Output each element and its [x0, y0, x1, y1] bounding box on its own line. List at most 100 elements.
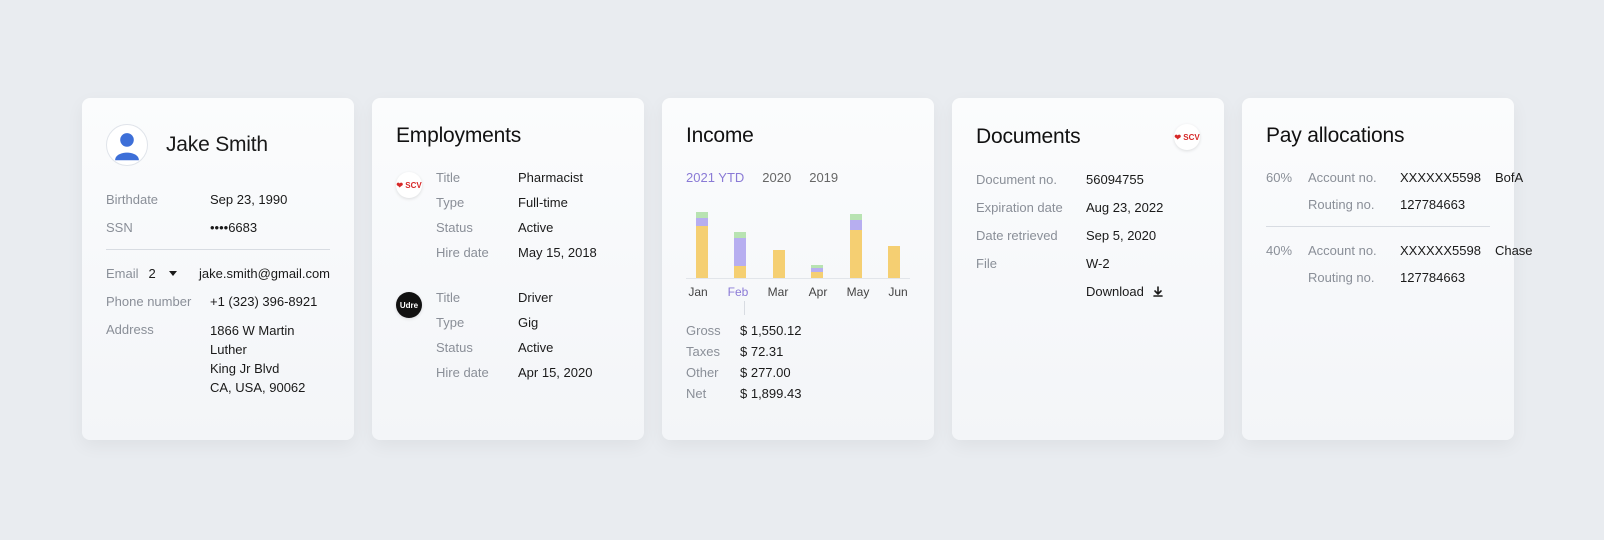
emp-status-value: Active	[518, 220, 553, 235]
chart-segment	[888, 246, 900, 278]
alloc-pct: 60%	[1266, 170, 1300, 185]
emp-title-value: Driver	[518, 290, 553, 305]
allocations-title: Pay allocations	[1266, 124, 1490, 148]
file-label: File	[976, 256, 1086, 271]
income-title: Income	[686, 124, 910, 148]
chart-segment	[734, 266, 746, 278]
address-value: 1866 W Martin Luther King Jr Blvd CA, US…	[210, 322, 330, 397]
income-card: Income 2021 YTD20202019 JanFebMarAprMayJ…	[662, 98, 934, 440]
address-line2: King Jr Blvd	[210, 361, 279, 376]
chart-segment	[811, 272, 823, 278]
chart-segment	[696, 218, 708, 226]
alloc-pct: 40%	[1266, 243, 1300, 258]
person-icon	[110, 128, 144, 162]
month-label[interactable]: Mar	[766, 285, 790, 299]
download-link[interactable]: Download	[1086, 284, 1164, 299]
expiration-label: Expiration date	[976, 200, 1086, 215]
docno-value: 56094755	[1086, 172, 1144, 187]
other-value: $ 277.00	[740, 365, 791, 380]
chart-segment	[696, 226, 708, 278]
year-tab[interactable]: 2019	[809, 170, 838, 185]
documents-card: Documents ❤ SCV Document no.56094755 Exp…	[952, 98, 1224, 440]
address-line3: CA, USA, 90062	[210, 380, 305, 395]
documents-title: Documents	[976, 125, 1080, 149]
taxes-value: $ 72.31	[740, 344, 783, 359]
month-label[interactable]: May	[846, 285, 870, 299]
other-label: Other	[686, 365, 740, 380]
chart-segment	[773, 250, 785, 278]
gross-value: $ 1,550.12	[740, 323, 801, 338]
month-label[interactable]: Jun	[886, 285, 910, 299]
download-label: Download	[1086, 284, 1144, 299]
birthdate-label: Birthdate	[106, 192, 210, 207]
retrieved-label: Date retrieved	[976, 228, 1086, 243]
taxes-label: Taxes	[686, 344, 740, 359]
email-value: jake.smith@gmail.com	[199, 266, 330, 281]
alloc-account-value: XXXXXX5598	[1400, 170, 1481, 185]
chart-bar[interactable]	[690, 212, 714, 278]
allocation-item: 60%Account no.XXXXXX5598BofARouting no.1…	[1266, 170, 1490, 212]
address-label: Address	[106, 322, 210, 337]
alloc-routing-label: Routing no.	[1308, 197, 1392, 212]
emp-hire-label: Hire date	[436, 365, 518, 380]
email-label[interactable]: Email 2	[106, 266, 177, 281]
employer-logo: Udre	[396, 292, 422, 318]
alloc-routing-value: 127784663	[1400, 197, 1465, 212]
emp-title-label: Title	[436, 170, 518, 185]
employer-logo: ❤ SCV	[396, 172, 422, 198]
email-label-text: Email	[106, 266, 139, 281]
expiration-value: Aug 23, 2022	[1086, 200, 1163, 215]
phone-label: Phone number	[106, 294, 210, 309]
net-label: Net	[686, 386, 740, 401]
year-tab[interactable]: 2020	[762, 170, 791, 185]
address-line1: 1866 W Martin Luther	[210, 323, 295, 357]
allocation-item: 40%Account no.XXXXXX5598ChaseRouting no.…	[1266, 243, 1490, 285]
month-label[interactable]: Jan	[686, 285, 710, 299]
emp-status-value: Active	[518, 340, 553, 355]
alloc-routing-value: 127784663	[1400, 270, 1465, 285]
income-chart	[686, 201, 910, 279]
ssn-value: ••••6683	[210, 220, 257, 235]
ssn-label: SSN	[106, 220, 210, 235]
alloc-account-label: Account no.	[1308, 243, 1392, 258]
net-value: $ 1,899.43	[740, 386, 801, 401]
year-tab[interactable]: 2021 YTD	[686, 170, 744, 185]
chart-segment	[850, 230, 862, 278]
emp-status-label: Status	[436, 220, 518, 235]
emp-title-label: Title	[436, 290, 518, 305]
year-tabs: 2021 YTD 2020 2019	[686, 170, 910, 185]
emp-title-value: Pharmacist	[518, 170, 583, 185]
alloc-bank: BofA	[1495, 170, 1523, 185]
alloc-account-value: XXXXXX5598	[1400, 243, 1481, 258]
chart-bar[interactable]	[728, 232, 752, 278]
emp-type-value: Full-time	[518, 195, 568, 210]
month-labels: Jan Feb Mar Apr May Jun	[686, 279, 910, 299]
chevron-down-icon[interactable]	[169, 271, 177, 276]
file-value: W-2	[1086, 256, 1110, 271]
emp-type-label: Type	[436, 195, 518, 210]
profile-name: Jake Smith	[166, 133, 268, 157]
email-count: 2	[149, 266, 156, 281]
allocations-card: Pay allocations 60%Account no.XXXXXX5598…	[1242, 98, 1514, 440]
emp-type-label: Type	[436, 315, 518, 330]
profile-card: Jake Smith BirthdateSep 23, 1990 SSN••••…	[82, 98, 354, 440]
month-label[interactable]: Feb	[726, 285, 750, 299]
employer-logo-scv: ❤ SCV	[1174, 124, 1200, 150]
employment-item: UdreTitleDriverTypeGigStatusActiveHire d…	[396, 290, 620, 390]
gross-label: Gross	[686, 323, 740, 338]
month-label[interactable]: Apr	[806, 285, 830, 299]
employment-item: ❤ SCV TitlePharmacistTypeFull-timeStatusA…	[396, 170, 620, 270]
alloc-routing-label: Routing no.	[1308, 270, 1392, 285]
employments-card: Employments ❤ SCVTitlePharmacistTypeFull…	[372, 98, 644, 440]
chart-bar[interactable]	[882, 246, 906, 278]
chart-segment	[850, 220, 862, 230]
divider	[1266, 226, 1490, 227]
chart-bar[interactable]	[844, 214, 868, 278]
emp-hire-value: Apr 15, 2020	[518, 365, 592, 380]
emp-type-value: Gig	[518, 315, 538, 330]
docno-label: Document no.	[976, 172, 1086, 187]
chart-bar[interactable]	[767, 250, 791, 278]
chart-bar[interactable]	[805, 265, 829, 278]
alloc-bank: Chase	[1495, 243, 1533, 258]
chart-segment	[734, 238, 746, 266]
